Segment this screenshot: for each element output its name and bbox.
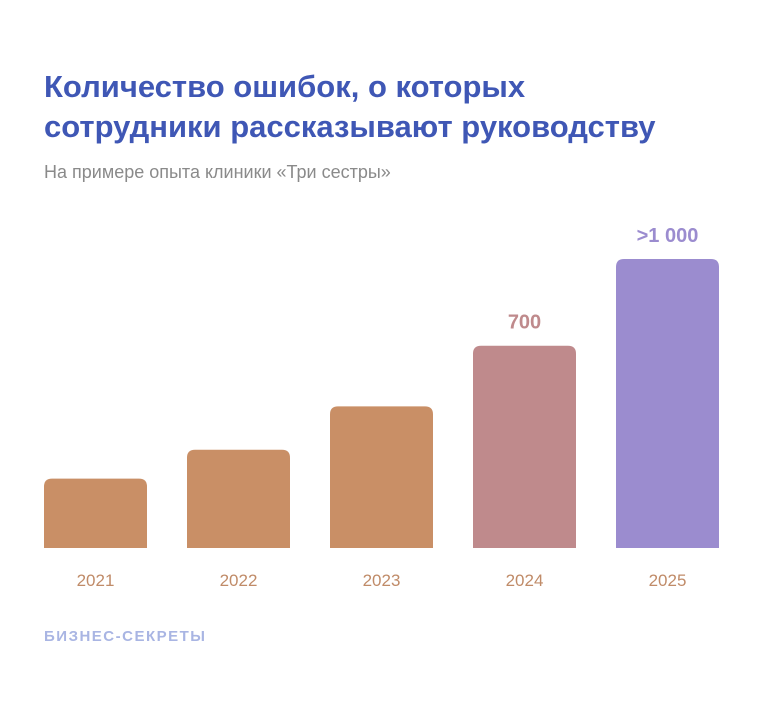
bar	[44, 478, 147, 548]
bar	[330, 406, 433, 548]
x-tick-label: 2025	[649, 571, 687, 590]
x-tick-label: 2022	[220, 571, 258, 590]
x-tick-label: 2021	[77, 571, 115, 590]
bar	[616, 259, 719, 548]
chart-title-line-2: сотрудники рассказывают руководству	[44, 109, 656, 144]
bar	[473, 345, 576, 548]
chart-title-line-1: Количество ошибок, о которых	[44, 69, 526, 104]
x-tick-label: 2023	[363, 571, 401, 590]
chart-title: Количество ошибок, о которых сотрудники р…	[44, 69, 656, 144]
value-label: >1 000	[637, 225, 699, 247]
source: БИЗНЕС-СЕКРЕТЫ	[44, 628, 206, 645]
value-label: 700	[508, 312, 541, 334]
bar	[187, 449, 290, 548]
x-tick-label: 2024	[506, 571, 544, 590]
chart-subtitle: На примере опыта клиники «Три сестры»	[44, 162, 391, 182]
